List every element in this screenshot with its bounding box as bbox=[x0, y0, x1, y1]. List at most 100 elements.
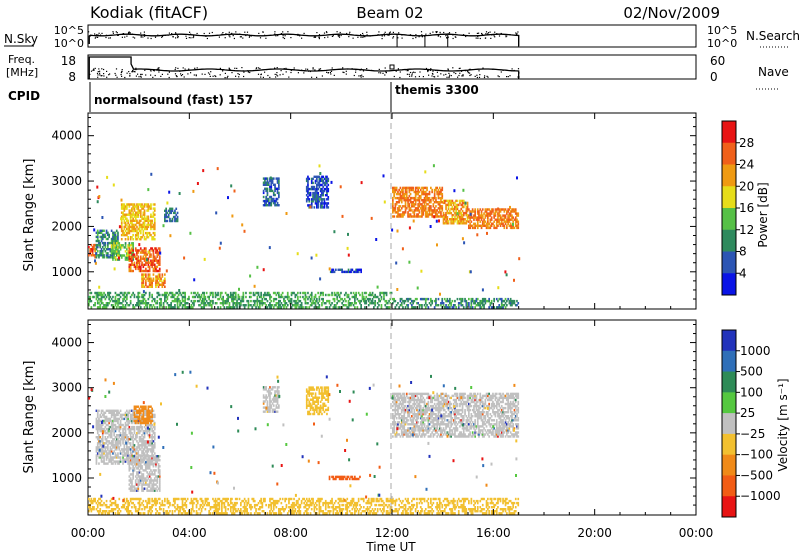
data-cell bbox=[148, 281, 151, 284]
data-cell bbox=[145, 267, 147, 271]
data-cell bbox=[164, 295, 166, 299]
data-cell bbox=[435, 297, 437, 301]
data-cell bbox=[165, 299, 167, 303]
data-cell bbox=[157, 459, 160, 462]
data-cell bbox=[109, 456, 112, 459]
data-cell bbox=[128, 475, 131, 478]
data-cell bbox=[341, 270, 343, 274]
nave-dot bbox=[307, 68, 309, 70]
data-cell bbox=[156, 459, 159, 462]
data-cell bbox=[157, 253, 160, 256]
nave-dot bbox=[243, 75, 245, 78]
data-cell bbox=[417, 188, 419, 192]
data-cell bbox=[508, 216, 511, 219]
data-cell bbox=[428, 190, 431, 194]
data-cell bbox=[148, 223, 151, 227]
data-cell bbox=[108, 409, 110, 412]
data-cell bbox=[138, 421, 141, 425]
data-cell bbox=[336, 297, 338, 301]
data-cell bbox=[158, 269, 161, 273]
data-cell bbox=[494, 208, 497, 211]
nsearch-dot bbox=[401, 34, 403, 36]
data-cell bbox=[232, 293, 235, 297]
data-cell bbox=[151, 436, 153, 439]
data-cell bbox=[436, 215, 438, 218]
data-cell bbox=[132, 469, 134, 472]
data-cell bbox=[124, 258, 127, 261]
speck-cell bbox=[341, 214, 344, 218]
data-cell bbox=[164, 291, 166, 295]
data-cell bbox=[114, 244, 117, 247]
data-cell bbox=[107, 252, 109, 255]
data-cell bbox=[449, 306, 451, 309]
data-cell bbox=[237, 297, 240, 301]
data-cell bbox=[313, 206, 316, 209]
data-cell bbox=[465, 205, 468, 209]
nsearch-dot bbox=[401, 37, 403, 39]
speck-cell bbox=[504, 270, 507, 274]
data-cell bbox=[324, 175, 327, 178]
data-cell bbox=[240, 299, 242, 303]
data-cell bbox=[418, 190, 421, 194]
data-cell bbox=[272, 183, 275, 186]
data-cell bbox=[468, 304, 470, 307]
data-cell bbox=[122, 413, 124, 417]
data-cell bbox=[234, 302, 237, 305]
nsearch-dot bbox=[436, 31, 438, 33]
data-cell bbox=[270, 189, 273, 193]
data-cell bbox=[124, 215, 127, 218]
data-cell bbox=[365, 299, 368, 303]
data-cell bbox=[132, 211, 134, 214]
data-cell bbox=[316, 196, 318, 199]
data-cell bbox=[162, 302, 165, 305]
data-cell bbox=[147, 463, 150, 466]
data-cell bbox=[112, 239, 114, 243]
data-cell bbox=[340, 297, 342, 301]
data-cell bbox=[437, 215, 440, 218]
data-cell bbox=[122, 434, 124, 437]
data-cell bbox=[181, 295, 184, 299]
data-cell bbox=[141, 485, 143, 488]
data-cell bbox=[138, 444, 141, 447]
data-cell bbox=[355, 270, 357, 274]
nave-dot bbox=[458, 67, 460, 70]
data-cell bbox=[465, 306, 468, 309]
data-cell bbox=[153, 487, 156, 490]
data-cell bbox=[362, 299, 365, 303]
nsearch-dot bbox=[249, 35, 251, 37]
nave-dot bbox=[434, 76, 436, 78]
nsearch-dot bbox=[95, 36, 97, 38]
data-cell bbox=[495, 208, 498, 211]
data-cell bbox=[99, 306, 102, 309]
data-cell bbox=[445, 207, 447, 211]
freq-label-line2: [MHz] bbox=[6, 66, 38, 79]
data-cell bbox=[155, 279, 157, 282]
data-cell bbox=[299, 306, 302, 309]
data-cell bbox=[421, 190, 423, 194]
data-cell bbox=[340, 291, 342, 295]
data-cell bbox=[395, 211, 398, 214]
data-cell bbox=[196, 299, 199, 303]
data-cell bbox=[127, 236, 129, 239]
data-cell bbox=[309, 187, 312, 191]
data-cell bbox=[133, 427, 136, 431]
data-cell bbox=[113, 423, 115, 427]
data-cell bbox=[89, 299, 91, 303]
data-cell bbox=[166, 302, 169, 305]
data-cell bbox=[438, 207, 441, 210]
data-cell bbox=[120, 223, 123, 227]
data-cell bbox=[321, 204, 323, 207]
nave-dot bbox=[243, 71, 245, 73]
nave-dot bbox=[182, 67, 184, 69]
data-cell bbox=[123, 225, 126, 229]
data-cell bbox=[117, 304, 119, 307]
data-cell bbox=[481, 214, 484, 217]
data-cell bbox=[269, 295, 271, 299]
data-cell bbox=[493, 214, 495, 217]
data-cell bbox=[100, 293, 103, 297]
nave-dot bbox=[106, 76, 108, 78]
data-cell bbox=[101, 452, 104, 455]
data-cell bbox=[208, 302, 210, 305]
data-cell bbox=[476, 218, 479, 221]
